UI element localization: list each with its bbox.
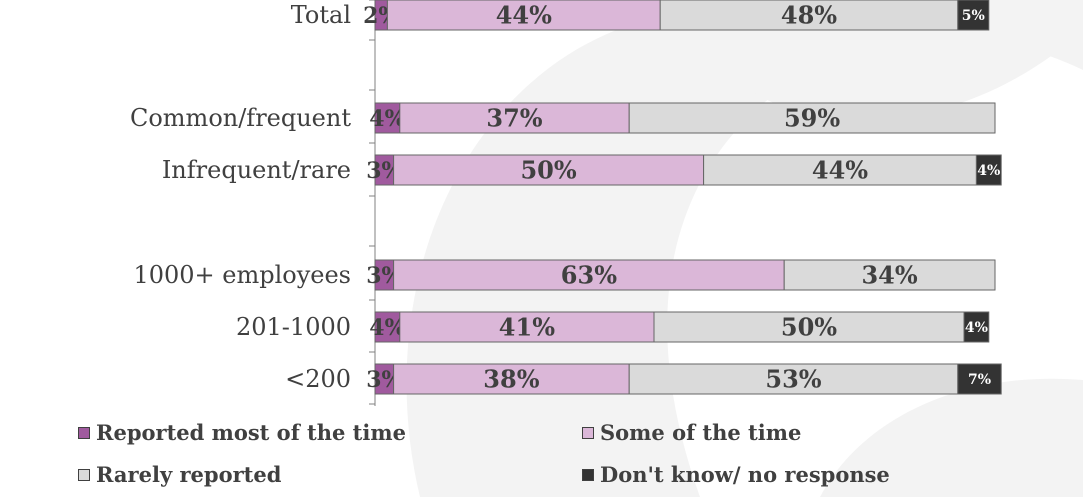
legend-swatch-rarely (78, 468, 90, 481)
bar-segment (628, 102, 996, 134)
y-axis-ticks (369, 0, 375, 405)
category-label: Common/frequent (130, 104, 351, 132)
category-labels: Total Common/frequent Infrequent/rare 1000+… (130, 1, 351, 393)
legend-item-some-of-the-time: Some of the time (582, 420, 801, 445)
data-label: 5% (962, 8, 985, 24)
data-label: 7% (968, 372, 991, 388)
bar-segment (975, 154, 1002, 186)
data-label: 48% (781, 1, 837, 30)
data-label: 41% (499, 313, 555, 342)
bar-segment (957, 0, 990, 31)
bar-segment (659, 0, 959, 31)
legend-swatch-dont-know (582, 468, 594, 481)
category-label: <200 (285, 365, 351, 393)
bar-segment (963, 311, 990, 343)
category-label: Total (291, 1, 351, 29)
bar-segment (957, 363, 1002, 395)
bar-segment (399, 311, 655, 343)
data-label: 44% (812, 156, 868, 185)
category-label: 201-1000 (236, 313, 351, 341)
bar-segment (399, 102, 630, 134)
category-label: 1000+ employees (133, 261, 351, 289)
legend-label-reported: Reported most of the time (96, 420, 406, 445)
data-label: 4% (977, 163, 1000, 179)
category-label: Infrequent/rare (162, 156, 351, 184)
legend-swatch-some (582, 426, 594, 439)
data-label: 63% (561, 261, 617, 290)
bar-segment (374, 102, 401, 134)
legend-label-dont-know: Don't know/ no response (600, 462, 890, 487)
legend-item-dont-know: Don't know/ no response (582, 462, 890, 487)
bar-segment (393, 259, 785, 291)
data-label: 34% (861, 261, 917, 290)
legend-item-rarely: Rarely reported (78, 462, 281, 487)
bar-segment (393, 154, 705, 186)
legend-label-rarely: Rarely reported (96, 462, 282, 487)
legend: Reported most of the time Some of the ti… (0, 412, 1083, 497)
data-label: 38% (483, 365, 539, 394)
data-label: 59% (784, 104, 840, 133)
data-label: 50% (781, 313, 837, 342)
legend-label-some: Some of the time (600, 420, 802, 445)
bar-segment (653, 311, 965, 343)
data-label: 53% (765, 365, 821, 394)
bar-segment (783, 259, 996, 291)
data-label: 44% (496, 1, 552, 30)
data-label: 4% (965, 320, 988, 336)
bar-segment (393, 363, 630, 395)
legend-swatch-reported (78, 426, 90, 439)
bars-group: 2% 44% 48% 5%4% 37% 59%3% 50% 44% 4%3% 63% 34%4% 41… (363, 0, 1002, 395)
bar-segment (628, 363, 959, 395)
stacked-bar-chart: 2% 44% 48% 5%4% 37% 59%3% 50% 44% 4%3% 63% 34%4% 41… (130, 0, 1002, 406)
legend-item-reported: Reported most of the time (78, 420, 406, 445)
data-label: 50% (520, 156, 576, 185)
data-label: 37% (486, 104, 542, 133)
